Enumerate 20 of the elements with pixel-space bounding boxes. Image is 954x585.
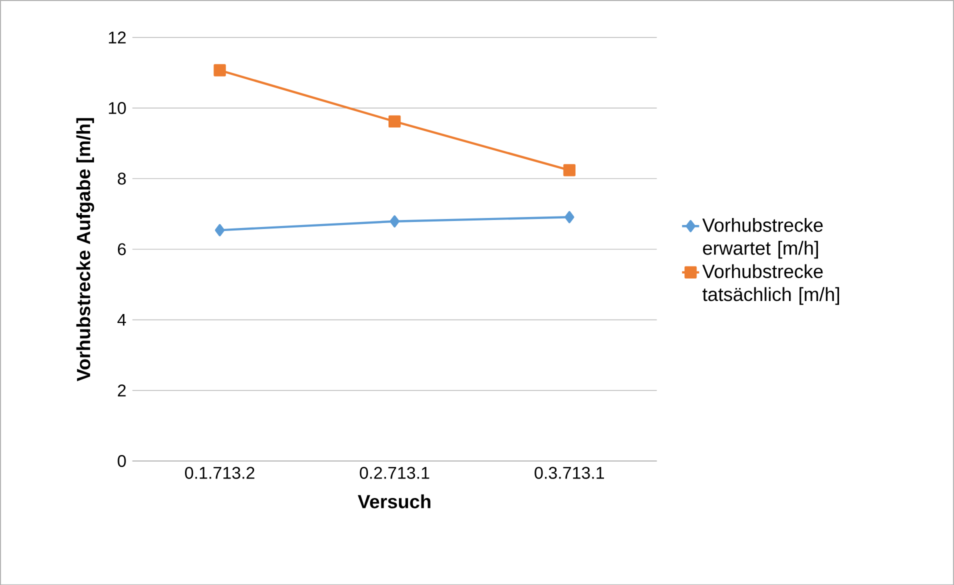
point [214,64,226,76]
legend-label: Vorhubstrecke tatsächlich [m/h] [702,264,840,305]
legend-label: Vorhubstrecke erwartet [m/h] [702,218,823,258]
y-axis-title: Vorhubstrecke Aufgabe [m/h] [76,118,94,382]
point [563,164,576,176]
y-tick-label: 2 [118,384,126,396]
point [388,115,401,128]
point [390,215,400,228]
x-tick-label: 0.1.713.2 [185,466,254,479]
y-tick-label: 8 [118,172,126,184]
y-tick-label: 6 [118,243,126,256]
x-axis-title: Versuch [358,494,430,508]
x-tick-label: 0.2.713.1 [360,466,430,479]
y-tick-label: 10 [108,102,126,114]
y-tick-label: 0 [118,454,126,467]
x-tick-label: 0.3.713.1 [534,466,604,479]
point [564,210,574,224]
y-tick-label: 12 [108,31,126,44]
y-tick-label: 4 [117,314,126,326]
point [214,224,225,236]
